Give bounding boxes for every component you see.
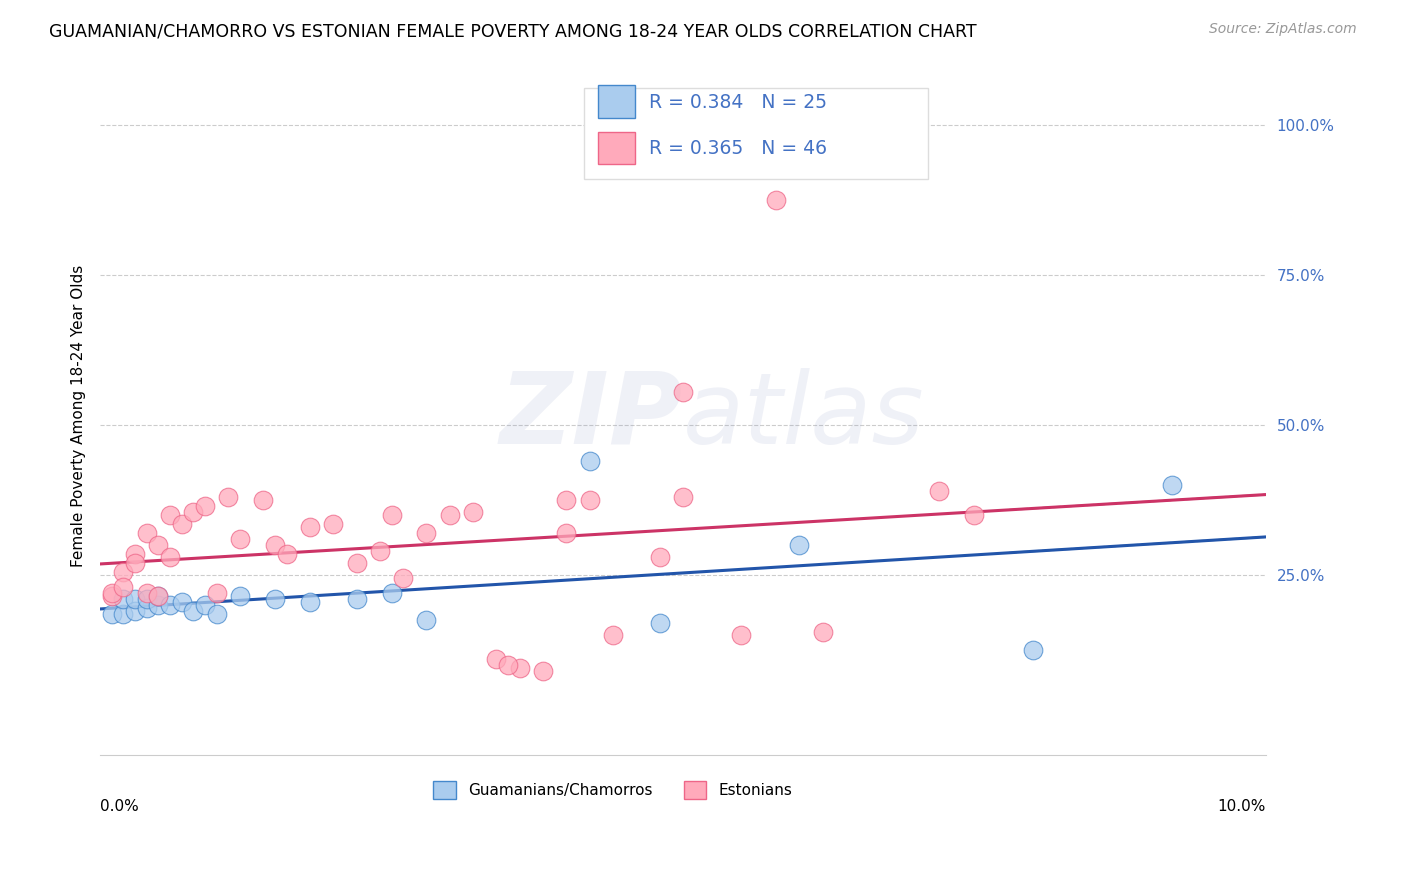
Point <box>648 550 671 565</box>
FancyBboxPatch shape <box>598 131 636 164</box>
Point <box>509 661 531 675</box>
Point <box>112 607 135 621</box>
Point <box>928 484 950 499</box>
Point <box>789 538 811 552</box>
Point <box>124 604 146 618</box>
Point <box>148 589 170 603</box>
Point <box>555 526 578 541</box>
Point <box>555 493 578 508</box>
Point <box>392 571 415 585</box>
Point <box>112 580 135 594</box>
Point <box>217 490 239 504</box>
Point <box>578 493 600 508</box>
Point <box>135 586 157 600</box>
Point <box>346 556 368 570</box>
Point <box>135 526 157 541</box>
Point <box>322 517 344 532</box>
Point <box>963 508 986 522</box>
Point <box>415 613 437 627</box>
Point <box>170 517 193 532</box>
Point <box>298 520 321 534</box>
Text: GUAMANIAN/CHAMORRO VS ESTONIAN FEMALE POVERTY AMONG 18-24 YEAR OLDS CORRELATION : GUAMANIAN/CHAMORRO VS ESTONIAN FEMALE PO… <box>49 22 977 40</box>
Point <box>1161 478 1184 492</box>
Point <box>252 493 274 508</box>
Point <box>159 508 181 522</box>
Point <box>101 586 124 600</box>
Point <box>148 589 170 603</box>
Point <box>205 586 228 600</box>
Point <box>672 385 695 400</box>
Point <box>496 657 519 672</box>
Point <box>298 595 321 609</box>
Point <box>124 592 146 607</box>
Point <box>148 538 170 552</box>
Point <box>148 598 170 612</box>
Text: ZIP: ZIP <box>501 368 683 465</box>
Point <box>602 628 624 642</box>
Point <box>205 607 228 621</box>
Point <box>368 544 391 558</box>
Point <box>183 604 205 618</box>
Point <box>485 652 508 666</box>
Point <box>672 490 695 504</box>
Text: 10.0%: 10.0% <box>1218 799 1265 814</box>
Y-axis label: Female Poverty Among 18-24 Year Olds: Female Poverty Among 18-24 Year Olds <box>72 265 86 567</box>
Point <box>159 550 181 565</box>
Point <box>183 505 205 519</box>
Point <box>461 505 484 519</box>
Point <box>112 592 135 607</box>
Point <box>194 598 217 612</box>
Point <box>124 556 146 570</box>
Text: R = 0.384   N = 25: R = 0.384 N = 25 <box>650 93 827 112</box>
Point <box>648 615 671 630</box>
Point <box>415 526 437 541</box>
Point <box>439 508 461 522</box>
Point <box>124 547 146 561</box>
Point <box>730 628 752 642</box>
Point <box>811 625 834 640</box>
Text: 0.0%: 0.0% <box>100 799 139 814</box>
Point <box>264 538 287 552</box>
Text: atlas: atlas <box>683 368 925 465</box>
Point <box>101 589 124 603</box>
Point <box>135 601 157 615</box>
Point <box>135 592 157 607</box>
Point <box>159 598 181 612</box>
Point <box>531 664 554 678</box>
Point <box>765 194 787 208</box>
Point <box>170 595 193 609</box>
Text: Source: ZipAtlas.com: Source: ZipAtlas.com <box>1209 22 1357 37</box>
Point <box>112 565 135 579</box>
Point <box>1021 643 1043 657</box>
FancyBboxPatch shape <box>598 86 636 118</box>
FancyBboxPatch shape <box>583 87 928 179</box>
Point <box>380 586 402 600</box>
Point <box>194 499 217 513</box>
Point <box>380 508 402 522</box>
Point <box>346 592 368 607</box>
Legend: Guamanians/Chamorros, Estonians: Guamanians/Chamorros, Estonians <box>427 775 799 805</box>
Point <box>229 589 252 603</box>
Point <box>276 547 298 561</box>
Point <box>264 592 287 607</box>
Point <box>578 454 600 468</box>
Point <box>229 532 252 546</box>
Point <box>101 607 124 621</box>
Text: R = 0.365   N = 46: R = 0.365 N = 46 <box>650 139 827 158</box>
